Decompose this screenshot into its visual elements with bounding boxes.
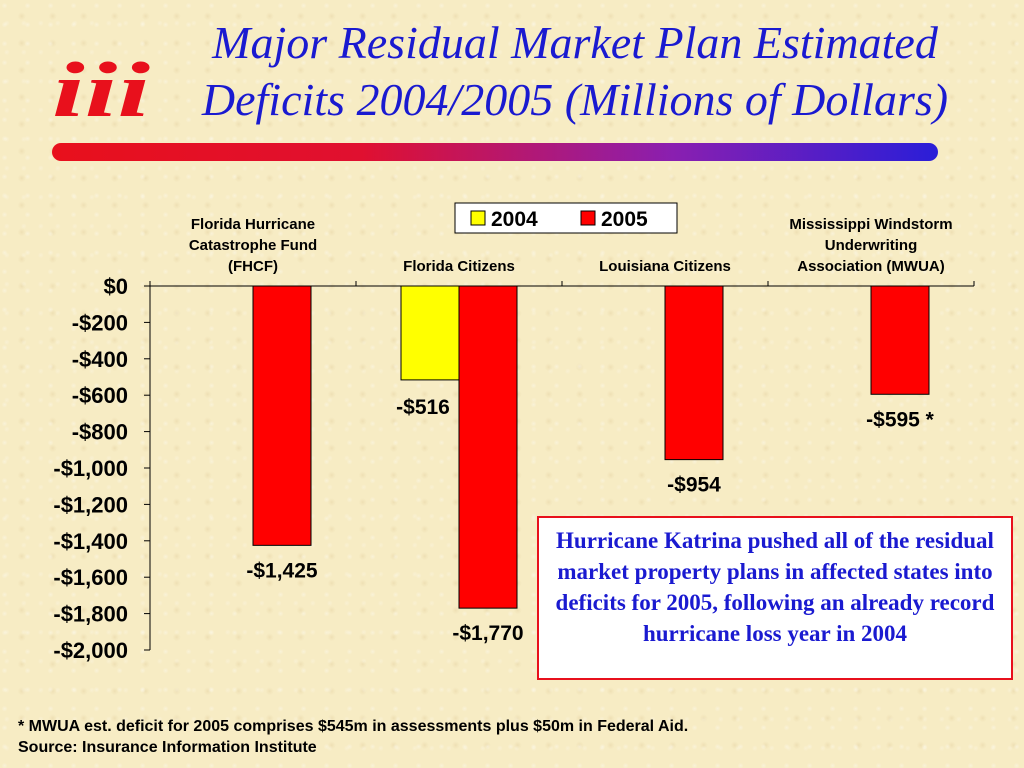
footnote-mwua: * MWUA est. deficit for 2005 comprises $… (18, 718, 689, 735)
x-category-label-line: Florida Citizens (403, 258, 515, 275)
x-category-label-line: Underwriting (825, 237, 918, 254)
title-underline-bar (52, 143, 938, 161)
x-category-label-line: Florida Hurricane (191, 216, 315, 233)
bar-2005 (870, 285, 930, 395)
y-tick-label: -$1,600 (53, 565, 128, 590)
x-category-label: Florida Citizens (403, 258, 515, 275)
x-category-label-line: Association (MWUA) (797, 258, 945, 275)
data-label-2005: -$595 * (866, 408, 935, 431)
x-category-label-line: Catastrophe Fund (189, 237, 317, 254)
iii-logo: iii (52, 52, 150, 132)
x-category-label: Florida Hurricane Catastrophe Fund (FHCF) (189, 216, 317, 275)
x-category-label-line: (FHCF) (228, 258, 278, 275)
bar-layer (252, 285, 930, 609)
legend-swatch-2004 (470, 210, 486, 226)
bar-2005 (664, 285, 724, 461)
data-label-2004: -$516 (396, 396, 450, 419)
y-tick-label: -$1,800 (53, 602, 128, 627)
x-category-label-line: Louisiana Citizens (599, 258, 731, 275)
legend-box (454, 202, 678, 234)
bar-2005 (458, 285, 518, 609)
title-line-2: Deficits 2004/2005 (Millions of Dollars) (201, 74, 949, 125)
data-label-2005: -$954 (667, 474, 721, 497)
data-label-2005: -$1,770 (452, 622, 523, 645)
legend: 2004 2005 (454, 202, 678, 234)
axis-layer: $0 -$200 -$400 -$600 -$800 -$1,000 -$1,200 -$1,… (53, 216, 975, 663)
y-tick-label: -$1,400 (53, 529, 128, 554)
x-category-label-line: Mississippi Windstorm (789, 216, 952, 233)
title-line-1: Major Residual Market Plan Estimated (212, 17, 938, 68)
footnote-source: Source: Insurance Information Institute (18, 739, 317, 756)
label-layer: -$516 -$1,425 -$1,770 -$954 -$595 * (246, 396, 934, 645)
y-tick-label: -$200 (72, 310, 128, 335)
y-tick-label: $0 (104, 274, 128, 299)
y-tick-label: -$600 (72, 383, 128, 408)
y-tick-label: -$2,000 (53, 638, 128, 663)
x-category-label: Louisiana Citizens (599, 258, 731, 275)
katrina-callout: Hurricane Katrina pushed all of the resi… (537, 516, 1013, 680)
legend-swatch-2005 (580, 210, 596, 226)
bar-2005 (252, 285, 312, 546)
footnote: * MWUA est. deficit for 2005 comprises $… (18, 716, 688, 758)
svg-text:iii: iii (52, 52, 150, 132)
y-tick-label: -$800 (72, 420, 128, 445)
y-tick-label: -$1,000 (53, 456, 128, 481)
y-tick-label: -$1,200 (53, 492, 128, 517)
slide-title: Major Residual Market Plan Estimated Def… (150, 14, 1000, 128)
x-category-label: Mississippi Windstorm Underwriting Associa… (789, 216, 952, 275)
data-label-2005: -$1,425 (246, 559, 318, 582)
y-tick-label: -$400 (72, 347, 128, 372)
legend-label-2004: 2004 (491, 208, 538, 231)
legend-label-2005: 2005 (601, 208, 648, 231)
bar-2004 (400, 285, 460, 381)
